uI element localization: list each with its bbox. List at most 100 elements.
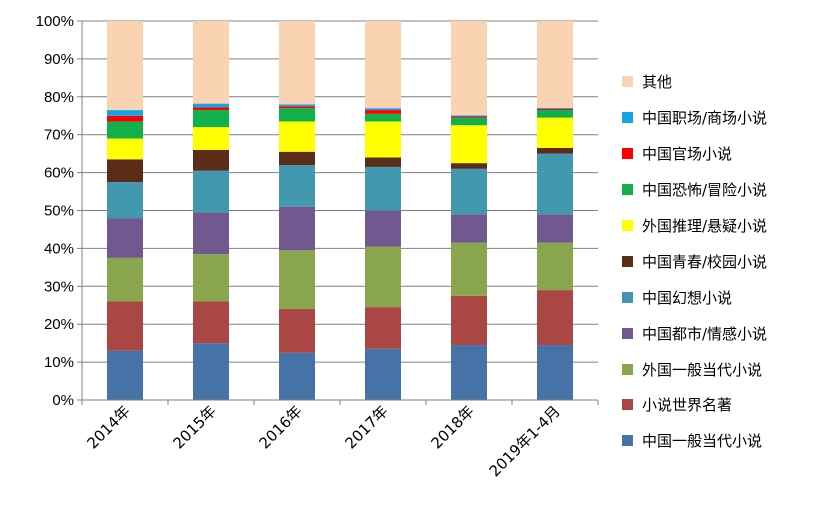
bar-segment — [365, 113, 401, 122]
bar-segment — [451, 168, 487, 215]
legend-label: 其他 — [642, 73, 673, 92]
y-tick-label: 50% — [44, 203, 74, 220]
bar-segment — [193, 343, 229, 400]
bar-segment — [193, 170, 229, 213]
bar-segment — [107, 301, 143, 351]
bar-segment — [107, 350, 143, 400]
legend-label: 中国幻想小说 — [642, 288, 733, 307]
legend-label: 外国一般当代小说 — [642, 360, 763, 379]
bars — [107, 21, 573, 400]
legend-swatch — [622, 76, 633, 88]
x-category-label: 2018年 — [427, 402, 477, 452]
bar-segment — [193, 107, 229, 111]
bar-segment — [279, 104, 315, 107]
bar-segment — [451, 295, 487, 346]
bar-segment — [279, 121, 315, 152]
bar-segment — [107, 257, 143, 302]
y-tick-label: 70% — [44, 127, 74, 144]
bar-segment — [365, 246, 401, 308]
bar-segment — [193, 21, 229, 104]
bar-segment — [537, 242, 573, 291]
bar-segment — [365, 166, 401, 211]
bar-segment — [451, 117, 487, 126]
y-tick-label: 20% — [44, 316, 74, 333]
legend-swatch — [622, 435, 633, 447]
legend-label: 中国青春/校园小说 — [642, 252, 768, 271]
bar-segment — [365, 21, 401, 109]
y-tick-label: 10% — [44, 354, 74, 371]
bar-segment — [451, 21, 487, 116]
bar-segment — [279, 21, 315, 105]
bar-segment — [451, 345, 487, 400]
bar-segment — [279, 151, 315, 166]
y-tick-label: 40% — [44, 240, 74, 257]
bar-segment — [365, 210, 401, 247]
bar-segment — [365, 157, 401, 167]
bar-segment — [107, 138, 143, 160]
legend-swatch — [622, 148, 633, 160]
legend-swatch — [622, 399, 633, 411]
legend-item: 小说世界名著 — [622, 387, 827, 423]
bar-segment — [107, 121, 143, 139]
bar-segment — [451, 115, 487, 117]
legend-label: 中国官场小说 — [642, 145, 733, 164]
gridlines — [82, 20, 598, 363]
y-tick-label: 0% — [52, 392, 74, 409]
axes — [77, 20, 599, 405]
y-tick-label: 100% — [36, 13, 74, 30]
bar-segment — [107, 218, 143, 258]
legend-swatch — [622, 291, 633, 303]
legend-swatch — [622, 327, 633, 339]
bar-segment — [107, 21, 143, 111]
x-axis-category-labels: 2014年 2015年 2016年 2017年 2018年 2019年1-4月 — [83, 402, 563, 480]
y-tick-label: 60% — [44, 165, 74, 182]
bar-segment — [537, 117, 573, 148]
legend-item: 中国幻想小说 — [622, 279, 827, 315]
legend-label: 小说世界名著 — [642, 396, 733, 415]
y-tick-label: 30% — [44, 278, 74, 295]
bar-segment — [451, 242, 487, 296]
bar-segment — [107, 115, 143, 122]
legend-item: 中国青春/校园小说 — [622, 243, 827, 279]
bar-segment — [279, 309, 315, 353]
bar-segment — [365, 121, 401, 158]
bar-segment — [279, 108, 315, 122]
legend-swatch — [622, 255, 633, 267]
bar-segment — [451, 214, 487, 243]
y-tick-label: 90% — [44, 51, 74, 68]
bar-segment — [193, 103, 229, 108]
bar-segment — [365, 307, 401, 349]
legend-label: 中国恐怖/冒险小说 — [642, 181, 768, 200]
bar-segment — [107, 110, 143, 116]
legend: 其他中国职场/商场小说中国官场小说中国恐怖/冒险小说 外国推理/悬疑小说 中国青春/… — [622, 64, 827, 459]
bar-segment — [279, 352, 315, 400]
legend-swatch — [622, 184, 633, 196]
legend-label: 外国推理/悬疑小说 — [642, 217, 768, 235]
bar-segment — [365, 110, 401, 114]
y-axis-tick-labels: 0% 10% 20% 30% 40% 50% 60% 70% 80% 90% 100% — [36, 13, 74, 409]
bar-segment — [537, 21, 573, 108]
legend-label: 中国一般当代小说 — [642, 432, 763, 451]
bar-segment — [193, 254, 229, 302]
legend-item: 外国推理/悬疑小说 — [622, 208, 827, 244]
bar-segment — [193, 149, 229, 171]
bar-segment — [537, 345, 573, 400]
bar-segment — [537, 107, 573, 109]
bar-segment — [451, 163, 487, 169]
legend-swatch — [622, 112, 633, 124]
bar-segment — [193, 110, 229, 128]
legend-swatch — [622, 363, 633, 375]
x-category-label: 2015年 — [169, 402, 219, 452]
bar-segment — [193, 301, 229, 344]
x-category-label: 2019年1-4月 — [486, 402, 564, 480]
bar-segment — [279, 165, 315, 207]
y-tick-label: 80% — [44, 89, 74, 106]
legend-label: 中国都市/情感小说 — [642, 324, 768, 343]
bar-segment — [537, 108, 573, 111]
bar-segment — [279, 106, 315, 109]
legend-item: 中国职场/商场小说 — [622, 100, 827, 136]
legend-item: 中国都市/情感小说 — [622, 315, 827, 351]
bar-segment — [107, 182, 143, 219]
legend-item: 外国一般当代小说 — [622, 351, 827, 387]
